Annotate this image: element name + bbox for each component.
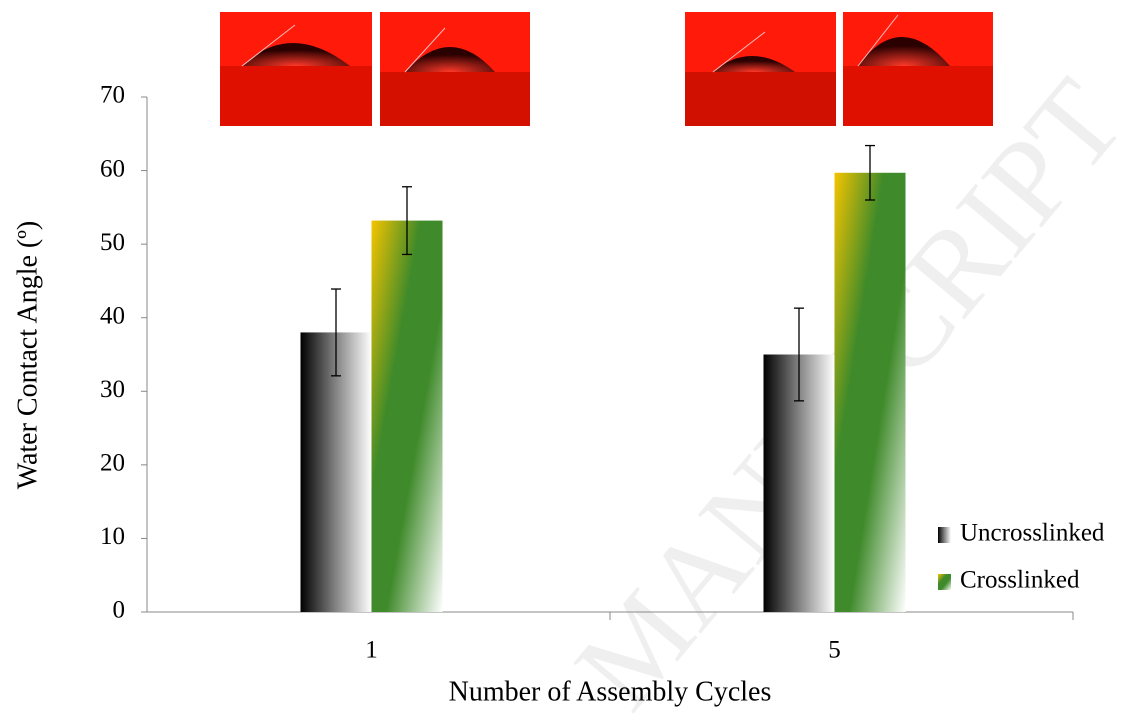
y-axis-title: Water Contact Angle (º): [12, 221, 43, 489]
x-tick-label: 5: [828, 637, 841, 664]
bar: [372, 221, 443, 612]
legend-swatch: [938, 574, 951, 590]
chart: MANUSCRIPT Water Contact Angle (º) Numbe…: [0, 0, 1148, 717]
y-tick-label: 0: [113, 597, 126, 624]
y-tick-label: 10: [100, 523, 125, 550]
y-tick-label: 50: [100, 229, 125, 256]
legend-swatch: [938, 527, 951, 543]
x-tick-label: 1: [365, 637, 378, 664]
legend-label: Uncrosslinked: [960, 520, 1105, 547]
x-axis-title: Number of Assembly Cycles: [449, 676, 772, 707]
y-tick-label: 20: [100, 450, 125, 477]
y-tick-label: 30: [100, 376, 125, 403]
legend-label: Crosslinked: [960, 567, 1080, 594]
inset-photos: [220, 12, 993, 126]
bar: [835, 173, 906, 612]
y-tick-label: 70: [100, 82, 125, 109]
y-tick-label: 40: [100, 302, 125, 329]
y-tick-label: 60: [100, 155, 125, 182]
